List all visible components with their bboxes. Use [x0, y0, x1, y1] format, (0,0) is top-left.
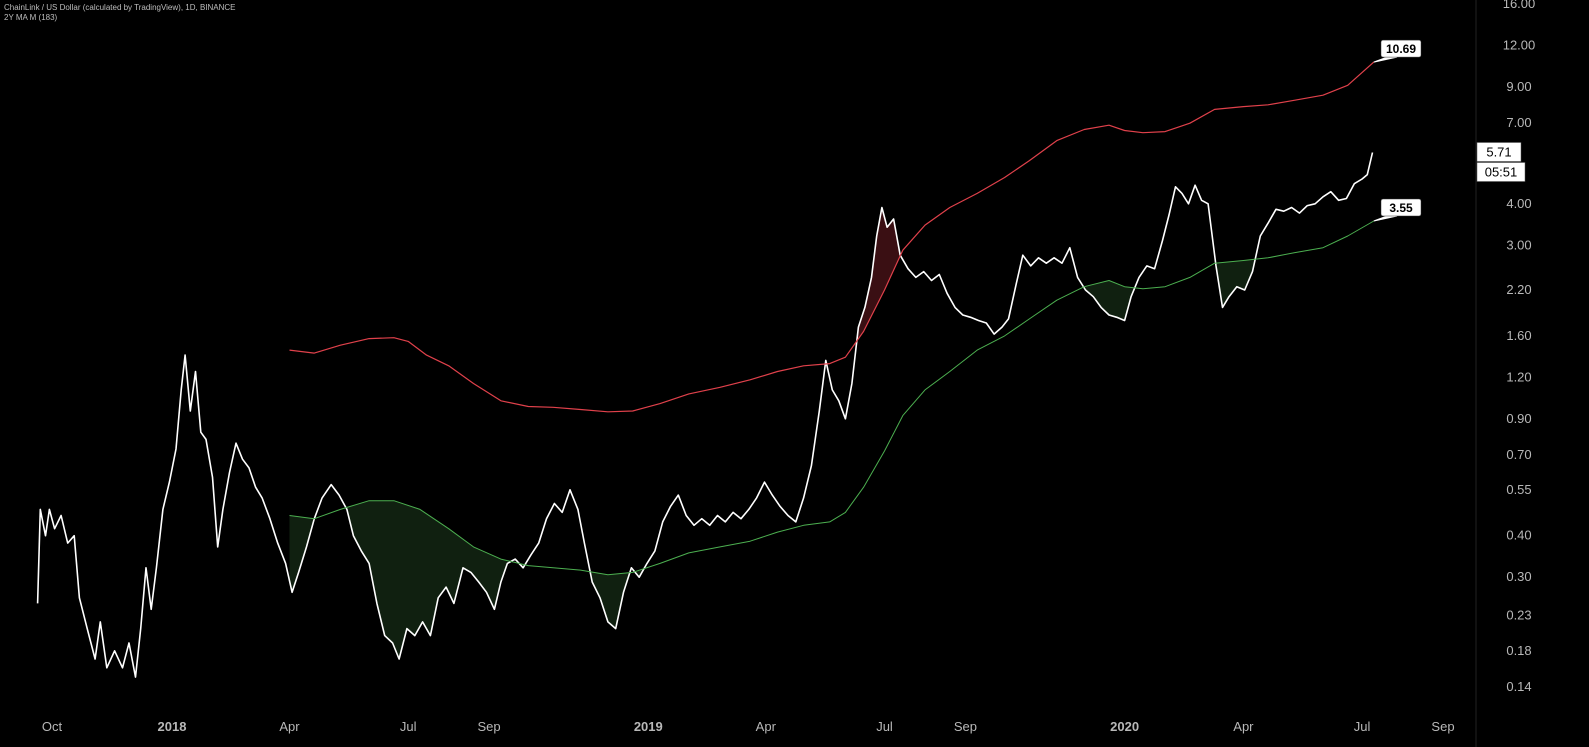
price-line [36, 152, 1374, 678]
below-ma-fill [1084, 280, 1134, 321]
y-tick-label: 9.00 [1506, 79, 1531, 94]
below-ma-fill [1216, 259, 1256, 308]
time-axis[interactable]: Oct 2018 Apr Jul Sep 2019 Apr Jul Sep 2020 Apr Jul S… [42, 719, 1455, 734]
chart-title: ChainLink / US Dollar (calculated by Tra… [4, 3, 236, 12]
below-ma-fill [346, 500, 510, 659]
lower-ma-line [289, 220, 1375, 576]
indicator-label: 2Y MA M (183) [4, 13, 58, 22]
y-tick-label: 0.30 [1506, 569, 1531, 584]
countdown-badge [1476, 162, 1526, 182]
x-tick-label: Apr [279, 719, 300, 734]
y-tick-label: 0.90 [1506, 411, 1531, 426]
x-tick-label: Jul [876, 719, 893, 734]
x-tick-label: 2019 [634, 719, 663, 734]
y-tick-label: 0.14 [1506, 679, 1531, 694]
y-tick-label: 1.20 [1506, 369, 1531, 384]
below-ma-fill [590, 571, 629, 629]
series-lines [36, 61, 1375, 678]
lower-ma-flag-label: 3.55 [1389, 201, 1413, 215]
last-price-label: 5.71 [1486, 145, 1511, 160]
upper-ma-line [289, 61, 1375, 413]
y-tick-label: 16.00 [1503, 0, 1536, 11]
y-tick-label: 3.00 [1506, 237, 1531, 252]
y-tick-label: 2.20 [1506, 282, 1531, 297]
y-tick-label: 0.55 [1506, 482, 1531, 497]
y-tick-label: 0.18 [1506, 643, 1531, 658]
x-tick-label: Oct [42, 719, 63, 734]
area-fills [289, 207, 1256, 659]
countdown-label: 05:51 [1485, 165, 1518, 180]
above-ma-fill [857, 207, 901, 341]
y-tick-label: 0.70 [1506, 447, 1531, 462]
upper-ma-flag-label: 10.69 [1386, 42, 1416, 56]
x-tick-label: Apr [756, 719, 777, 734]
x-tick-label: 2018 [158, 719, 187, 734]
x-tick-label: Jul [1354, 719, 1371, 734]
lower-ma-flag-pointer [1373, 215, 1398, 222]
lower-ma-flag-box [1380, 198, 1422, 217]
y-tick-label: 0.23 [1506, 607, 1531, 622]
y-tick-label: 12.00 [1503, 38, 1536, 53]
x-tick-label: Apr [1233, 719, 1254, 734]
upper-ma-flag-pointer [1373, 56, 1398, 63]
y-tick-label: 0.40 [1506, 528, 1531, 543]
below-ma-fill [289, 515, 313, 593]
y-tick-label: 7.00 [1506, 115, 1531, 130]
y-tick-label: 4.00 [1506, 196, 1531, 211]
x-tick-label: Sep [954, 719, 977, 734]
value-flags: 10.69 3.55 5.71 05:51 [1373, 39, 1526, 222]
y-tick-label: 1.60 [1506, 328, 1531, 343]
x-tick-label: Sep [1431, 719, 1454, 734]
upper-ma-flag-box [1380, 39, 1422, 58]
x-tick-label: Sep [478, 719, 501, 734]
x-tick-label: 2020 [1110, 719, 1139, 734]
price-axis[interactable]: 16.00 12.00 9.00 7.00 4.00 3.00 2.20 1.60 1.20 0.… [1503, 0, 1536, 694]
x-tick-label: Jul [400, 719, 417, 734]
last-price-badge [1476, 142, 1522, 162]
